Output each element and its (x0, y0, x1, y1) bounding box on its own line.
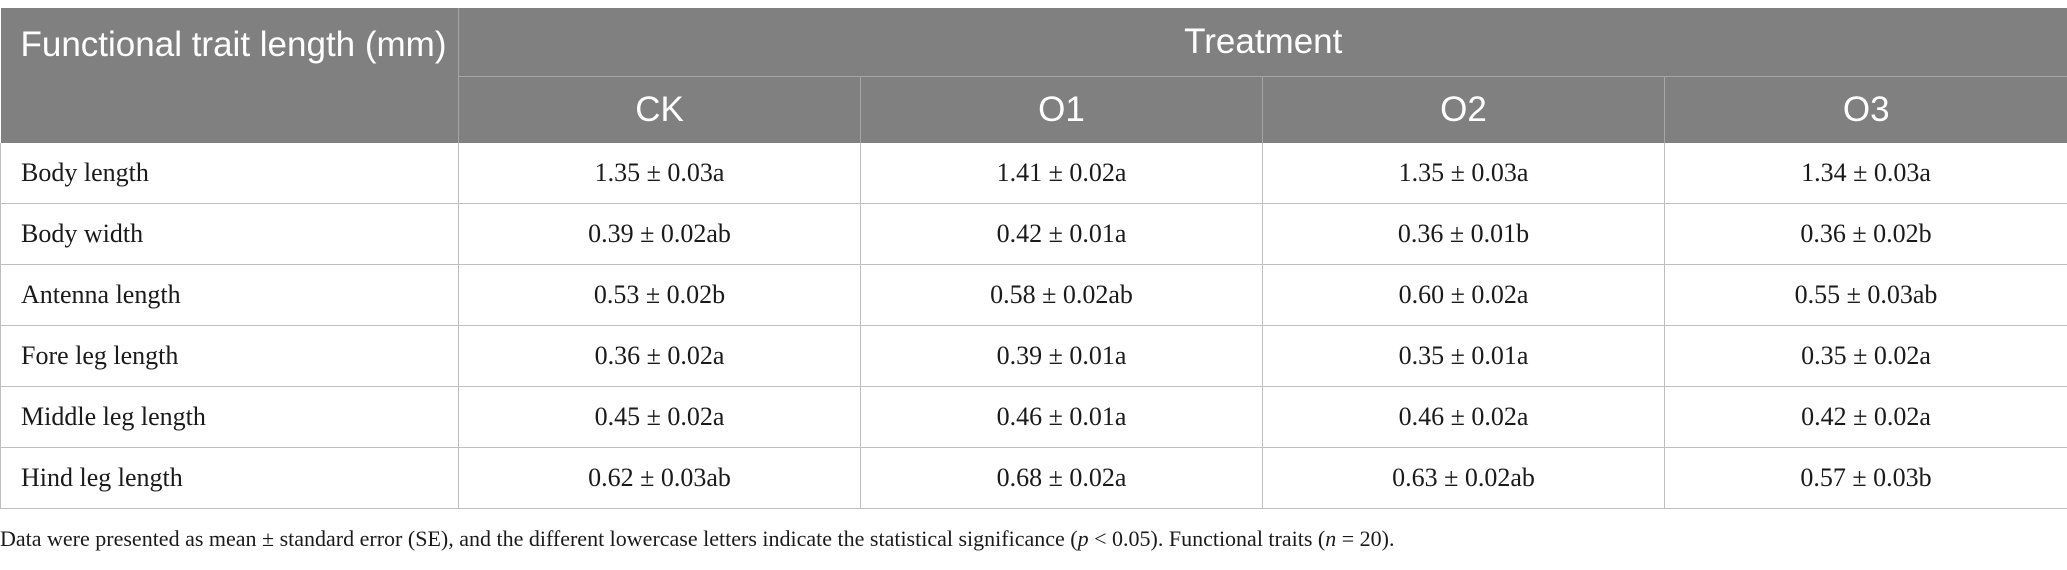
table-cell: 0.68 ± 0.02a (860, 447, 1263, 509)
table-cell: 1.35 ± 0.03a (458, 143, 861, 204)
table-cell: 0.62 ± 0.03ab (458, 447, 861, 509)
row-label: Antenna length (0, 264, 459, 326)
footnote-text-1: Data were presented as mean ± standard e… (0, 526, 1078, 551)
treatment-group-header: Treatment (457, 8, 2067, 77)
table-row: Hind leg length 0.62 ± 0.03ab 0.68 ± 0.0… (0, 447, 2067, 509)
table-cell: 0.55 ± 0.03ab (1663, 264, 2067, 326)
row-label: Body width (0, 203, 459, 265)
table-cell: 0.57 ± 0.03b (1663, 447, 2067, 509)
table-cell: 0.42 ± 0.01a (860, 203, 1263, 265)
table-cell: 0.35 ± 0.02a (1663, 325, 2067, 387)
table-row: Antenna length 0.53 ± 0.02b 0.58 ± 0.02a… (0, 264, 2067, 326)
footnote-text-3: = 20). (1336, 526, 1395, 551)
table-cell: 0.63 ± 0.02ab (1262, 447, 1665, 509)
column-header-o3: O3 (1663, 76, 2067, 143)
table-footnote: Data were presented as mean ± standard e… (0, 526, 2067, 552)
table-cell: 0.53 ± 0.02b (458, 264, 861, 326)
row-label: Hind leg length (0, 447, 459, 509)
table-cell: 0.45 ± 0.02a (458, 386, 861, 448)
table-cell: 0.36 ± 0.02a (458, 325, 861, 387)
column-header-ck: CK (458, 76, 861, 143)
table-cell: 0.36 ± 0.01b (1262, 203, 1665, 265)
row-header-title: Functional trait length (mm) (0, 8, 459, 143)
table-body: Body length 1.35 ± 0.03a 1.41 ± 0.02a 1.… (0, 143, 2067, 509)
table-cell: 0.60 ± 0.02a (1262, 264, 1665, 326)
table-cell: 0.46 ± 0.02a (1262, 386, 1665, 448)
footnote-n-symbol: n (1325, 526, 1337, 551)
table-row: Fore leg length 0.36 ± 0.02a 0.39 ± 0.01… (0, 325, 2067, 387)
footnote-p-symbol: p (1077, 526, 1089, 551)
table-cell: 0.46 ± 0.01a (860, 386, 1263, 448)
row-label: Body length (0, 143, 459, 204)
table-cell: 1.41 ± 0.02a (860, 143, 1263, 204)
row-label: Middle leg length (0, 386, 459, 448)
table-cell: 0.39 ± 0.02ab (458, 203, 861, 265)
table-row: Body width 0.39 ± 0.02ab 0.42 ± 0.01a 0.… (0, 203, 2067, 265)
table-container: Functional trait length (mm) Treatment C… (0, 8, 2067, 509)
table-cell: 1.35 ± 0.03a (1262, 143, 1665, 204)
row-label: Fore leg length (0, 325, 459, 387)
table-cell: 0.42 ± 0.02a (1663, 386, 2067, 448)
table-header: Functional trait length (mm) Treatment C… (0, 8, 2067, 143)
functional-traits-table: Functional trait length (mm) Treatment C… (0, 8, 2067, 509)
table-row: Body length 1.35 ± 0.03a 1.41 ± 0.02a 1.… (0, 143, 2067, 204)
table-cell: 0.39 ± 0.01a (860, 325, 1263, 387)
column-header-o2: O2 (1262, 76, 1665, 143)
table-row: Middle leg length 0.45 ± 0.02a 0.46 ± 0.… (0, 386, 2067, 448)
table-cell: 1.34 ± 0.03a (1663, 143, 2067, 204)
footnote-text-2: < 0.05). Functional traits ( (1088, 526, 1326, 551)
table-cell: 0.58 ± 0.02ab (860, 264, 1263, 326)
table-cell: 0.35 ± 0.01a (1262, 325, 1665, 387)
table-cell: 0.36 ± 0.02b (1663, 203, 2067, 265)
column-header-o1: O1 (860, 76, 1263, 143)
